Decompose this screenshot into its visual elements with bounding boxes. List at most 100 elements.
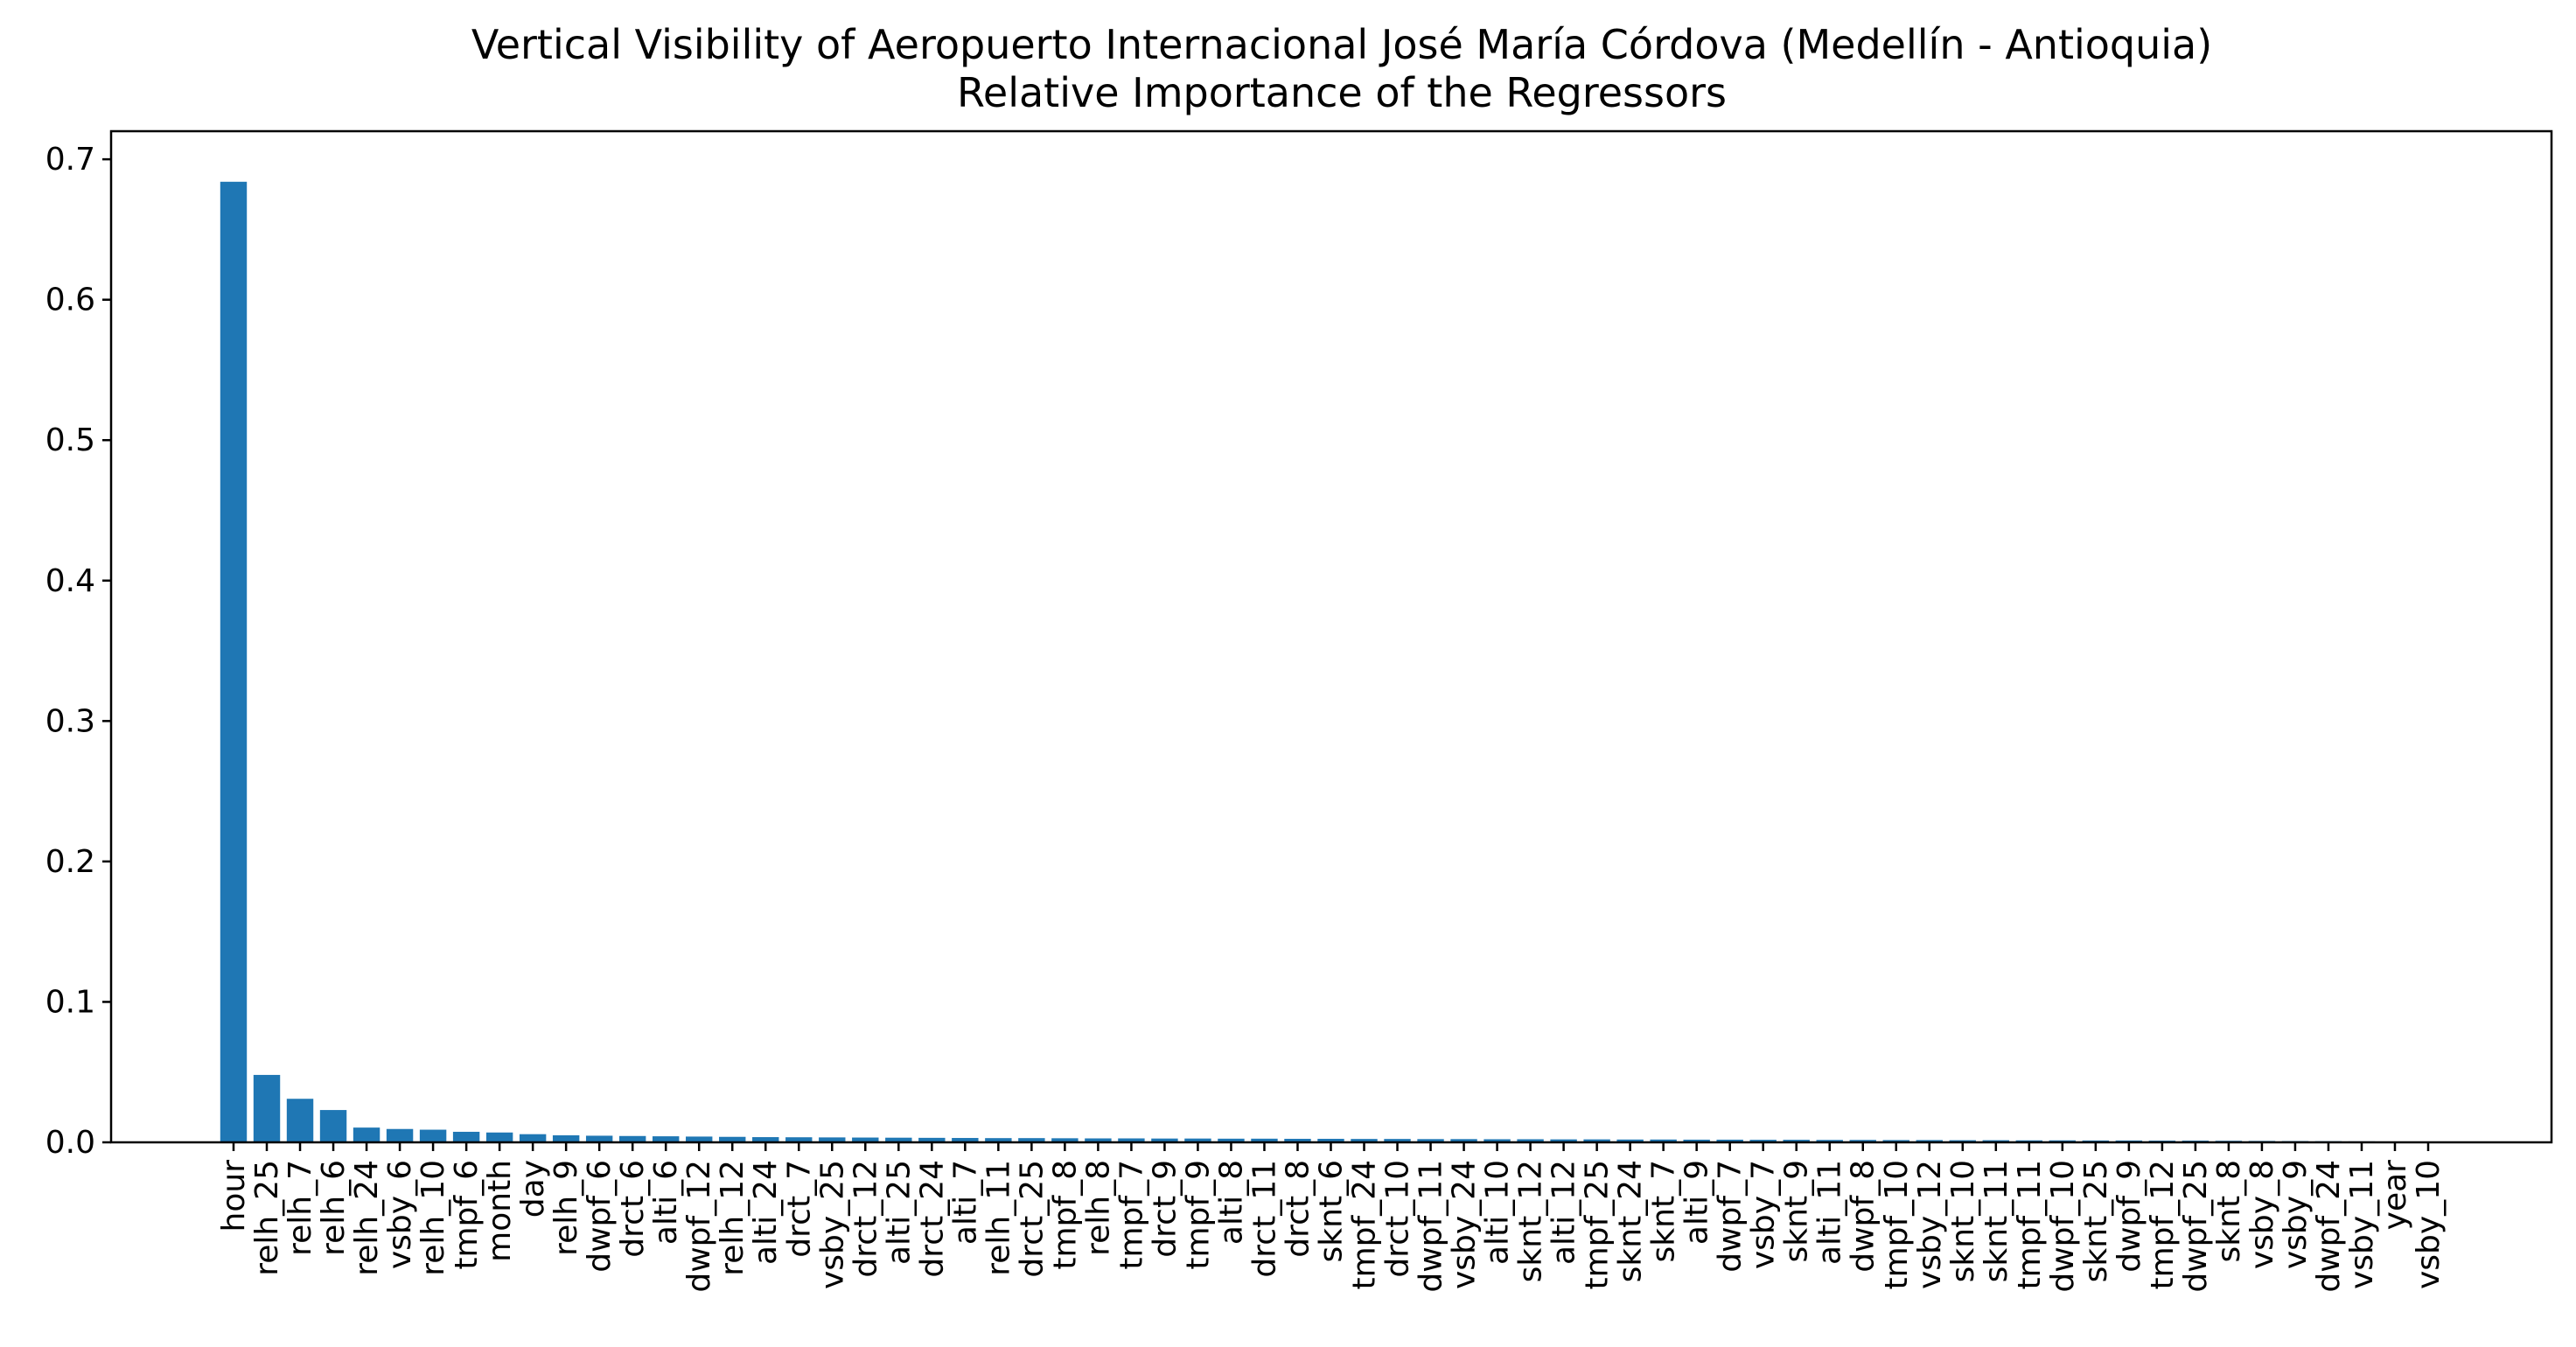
x-tick-label: drct_25 [1014,1160,1050,1278]
bar [1716,1139,1743,1142]
x-tick-label: alti_8 [1213,1160,1249,1245]
x-tick-label: drct_7 [781,1160,817,1258]
x-tick-label: vsby_7 [1746,1160,1782,1269]
bar [652,1136,680,1142]
bar [1384,1139,1411,1142]
x-tick-label: drct_24 [914,1160,950,1278]
x-tick-label: day [515,1160,551,1218]
bar [519,1134,547,1142]
bar [1816,1140,1843,1142]
x-tick-label: vsby_8 [2244,1160,2280,1269]
x-tick-label: alti_9 [1679,1160,1715,1245]
bars-group [220,181,2442,1142]
x-tick-label: dwpf_12 [681,1160,717,1293]
x-tick-label: drct_8 [1280,1160,1316,1258]
x-tick-label: tmpf_10 [1879,1160,1915,1290]
x-tick-label: dwpf_25 [2178,1160,2214,1293]
bar [1085,1138,1112,1142]
y-tick-label: 0.5 [45,422,95,458]
x-tick-label: sknt_8 [2211,1160,2247,1262]
x-tick-label: sknt_9 [1779,1160,1815,1262]
bar [585,1135,613,1142]
bar [1650,1139,1677,1142]
x-tick-label: relh_7 [283,1160,318,1256]
x-tick-label: alti_24 [748,1160,784,1265]
x-tick-label: dwpf_6 [582,1160,618,1273]
y-tick-label: 0.0 [45,1125,95,1161]
x-tick-label: relh_12 [715,1160,750,1276]
x-axis: hourrelh_25relh_7relh_6relh_24vsby_6relh… [216,1142,2447,1293]
bar [386,1128,414,1142]
bar [1218,1138,1245,1142]
x-tick-label: relh_25 [249,1160,285,1276]
bar [1051,1138,1079,1142]
x-tick-label: alti_11 [1812,1160,1848,1265]
x-tick-label: sknt_25 [2078,1160,2114,1282]
x-tick-label: sknt_7 [1646,1160,1682,1262]
x-tick-label: sknt_12 [1513,1160,1549,1282]
x-tick-label: alti_25 [881,1160,917,1265]
bar [852,1137,879,1142]
x-tick-label: alti_7 [947,1160,983,1245]
x-tick-label: tmpf_6 [449,1160,485,1270]
bar [952,1138,979,1142]
x-tick-label: dwpf_7 [1713,1160,1749,1273]
bar [419,1129,447,1142]
x-tick-label: sknt_6 [1314,1160,1350,1262]
bar [1251,1138,1278,1142]
x-tick-label: drct_6 [615,1160,651,1258]
bar [1550,1139,1577,1142]
y-axis: 0.0 0.1 0.2 0.3 0.4 0.5 0.6 0.7 [45,142,111,1161]
y-tick-label: 0.7 [45,142,95,178]
bar [686,1136,713,1142]
bar [719,1136,746,1142]
bar [1916,1140,1943,1142]
x-tick-label: relh_10 [415,1160,451,1276]
bar [918,1137,946,1142]
bar [1317,1138,1344,1142]
bar [1683,1139,1710,1142]
bar [1849,1140,1876,1142]
x-tick-label: vsby_24 [1447,1160,1483,1289]
y-tick-label: 0.1 [45,984,95,1020]
x-tick-label: sknt_11 [1979,1160,2014,1282]
x-tick-label: vsby_10 [2411,1160,2447,1289]
x-tick-label: tmpf_9 [1180,1160,1216,1270]
x-tick-label: vsby_6 [382,1160,418,1269]
bar [1151,1138,1178,1142]
y-tick-label: 0.4 [45,563,95,599]
x-tick-label: hour [216,1160,252,1232]
bar [785,1137,813,1142]
y-tick-label: 0.6 [45,283,95,318]
bar [885,1137,912,1142]
bar [552,1134,580,1142]
bar [1483,1139,1511,1142]
x-tick-label: dwpf_9 [2112,1160,2147,1273]
x-tick-label: relh_6 [316,1160,352,1256]
bar [618,1135,646,1142]
bar [1882,1140,1909,1142]
x-tick-label: month [482,1160,518,1262]
bar [819,1137,846,1142]
bar [985,1138,1012,1142]
bar [1783,1140,1810,1142]
plot-frame [109,129,2553,1144]
y-tick-label: 0.3 [45,703,95,739]
bar [1417,1139,1444,1142]
chart-subtitle: Relative Importance of the Regressors [957,69,1727,116]
bar [1351,1139,1378,1142]
x-tick-label: tmpf_25 [1580,1160,1616,1290]
x-tick-label: dwpf_8 [1846,1160,1881,1273]
x-tick-label: tmpf_11 [2012,1160,2048,1290]
bar [1517,1139,1544,1142]
x-tick-label: tmpf_7 [1113,1160,1149,1270]
bar [1583,1139,1610,1142]
chart-title: Vertical Visibility of Aeropuerto Intern… [471,21,2212,68]
bar [1118,1138,1145,1142]
x-tick-label: relh_11 [981,1160,1016,1276]
x-tick-label: relh_8 [1080,1160,1116,1256]
x-tick-label: alti_10 [1480,1160,1516,1265]
x-tick-label: vsby_11 [2344,1160,2380,1289]
x-tick-label: vsby_12 [1912,1160,1948,1289]
